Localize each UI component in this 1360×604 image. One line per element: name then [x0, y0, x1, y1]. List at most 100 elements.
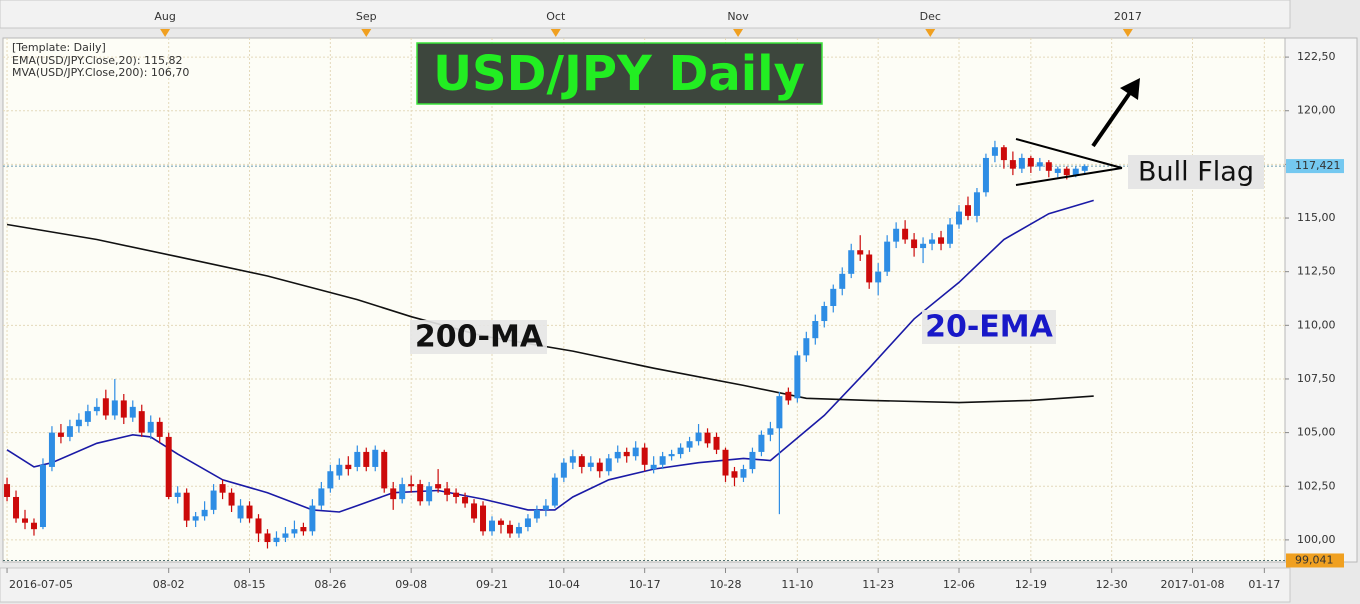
chart-title: USD/JPY Daily — [433, 46, 805, 102]
candle-body — [929, 239, 936, 244]
candle-body — [291, 529, 298, 534]
candle-body — [605, 458, 612, 472]
candle-body — [273, 537, 280, 543]
candle-body — [830, 288, 837, 307]
candle-body — [569, 456, 576, 463]
legend-entry: MVA(USD/JPY.Close,200): 106,70 — [12, 66, 189, 79]
label-box — [922, 310, 1056, 344]
y-tick-label: 112,50 — [1297, 265, 1336, 278]
y-tick-label: 122,50 — [1297, 50, 1336, 63]
candle-body — [1063, 168, 1070, 176]
x-tick-label: 12-19 — [1015, 578, 1047, 591]
candle-body — [39, 464, 46, 528]
y-tick-label: 100,00 — [1297, 533, 1336, 546]
candle-body — [390, 488, 397, 500]
candle-body — [48, 432, 55, 467]
candle-body — [1036, 162, 1043, 167]
candle-body — [524, 518, 531, 528]
candle-body — [408, 484, 415, 487]
candle-body — [282, 533, 289, 538]
candle-body — [174, 492, 181, 497]
x-tick-label: 08-26 — [314, 578, 346, 591]
candle-body — [973, 192, 980, 216]
candle-body — [938, 237, 945, 244]
candle-body — [677, 447, 684, 455]
month-label: Sep — [356, 10, 377, 23]
candle-body — [632, 447, 639, 457]
candle-body — [156, 421, 163, 437]
candle-body — [75, 419, 82, 427]
layer: 100,00 102,50 105,00 107,50 110,00 112,50 115,… — [3, 10, 1344, 591]
candle-body — [318, 488, 325, 506]
candle-body — [695, 432, 702, 442]
candle-body — [237, 505, 244, 519]
candle-body — [66, 426, 73, 437]
candle-body — [228, 492, 235, 506]
candle-body — [713, 436, 720, 450]
candle-body — [506, 524, 513, 534]
top-axis — [0, 0, 1291, 29]
title-box — [416, 42, 823, 105]
candle-body — [165, 436, 172, 497]
y-tick-label: 120,00 — [1297, 104, 1336, 117]
candle-body — [982, 157, 989, 193]
candle-body — [4, 484, 11, 497]
flag-line — [1015, 167, 1123, 186]
candle-body — [515, 527, 522, 534]
x-tick-label: 11-10 — [781, 578, 813, 591]
x-tick-label: 2017-01-08 — [1161, 578, 1225, 591]
candle-body — [399, 484, 406, 500]
label-box — [1128, 155, 1264, 189]
candle-body — [821, 306, 828, 322]
x-tick-label: 10-04 — [548, 578, 580, 591]
candle-body — [489, 520, 496, 532]
x-tick-label: 08-02 — [153, 578, 185, 591]
x-tick-label: 08-15 — [234, 578, 266, 591]
candle-body — [57, 432, 64, 437]
candle-body — [381, 451, 388, 489]
month-label: Nov — [727, 10, 749, 23]
candle-body — [30, 522, 37, 530]
candle-body — [354, 451, 361, 467]
candle-body — [857, 250, 864, 255]
candle-body — [839, 273, 846, 289]
candle-body — [327, 471, 334, 489]
candle-body — [435, 484, 442, 489]
candle-body — [471, 503, 478, 519]
candle-body — [255, 518, 262, 534]
candle-body — [964, 205, 971, 216]
candle-body — [884, 241, 891, 272]
month-marker — [733, 29, 744, 37]
candle-body — [147, 421, 154, 433]
candle-body — [893, 228, 900, 242]
candle-body — [785, 391, 792, 401]
candle-body — [1054, 168, 1061, 173]
candle-body — [453, 492, 460, 497]
plot-area — [2, 37, 1286, 563]
candle-body — [1072, 168, 1079, 176]
candle-body — [1045, 162, 1052, 171]
candle-body — [246, 505, 253, 519]
candle-body — [1081, 166, 1088, 171]
candle-body — [641, 447, 648, 465]
candle-body — [578, 456, 585, 467]
candle-body — [848, 250, 855, 274]
candle-body — [138, 411, 145, 433]
candle-body — [596, 462, 603, 472]
candle-body — [462, 496, 469, 504]
x-tick-label: 12-30 — [1096, 578, 1128, 591]
month-label: Dec — [920, 10, 941, 23]
candle-body — [686, 441, 693, 448]
candle-body — [219, 484, 226, 493]
month-marker — [925, 29, 936, 37]
candle-body — [902, 228, 909, 240]
time-axis — [0, 567, 1291, 603]
y-tick-label: 115,00 — [1297, 211, 1336, 224]
candle-body — [201, 509, 208, 517]
candle-body — [102, 398, 109, 416]
x-tick-label: 10-28 — [710, 578, 742, 591]
candle-body — [803, 338, 810, 356]
candle-body — [749, 451, 756, 470]
candle-body — [587, 462, 594, 467]
